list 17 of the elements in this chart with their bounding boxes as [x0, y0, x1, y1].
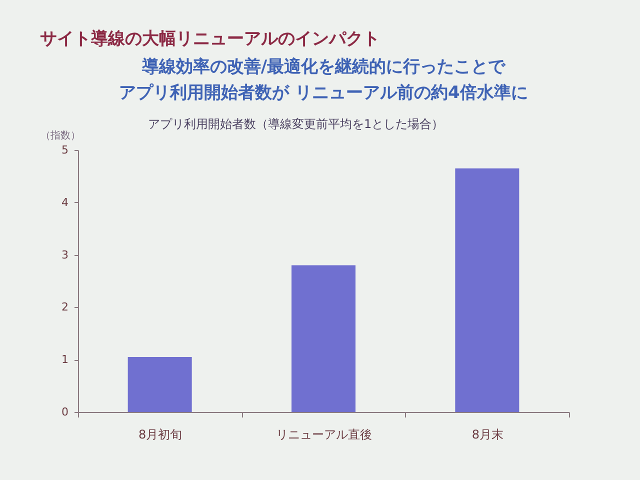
bar — [128, 356, 192, 412]
chart-title: サイト導線の大幅リニューアルのインパクト — [40, 29, 380, 49]
y-tick-label: 0 — [62, 406, 68, 418]
bar — [455, 168, 520, 412]
chart-subtitle: 導線効率の改善/最適化を継続的に行ったことで — [140, 56, 506, 77]
bar — [292, 265, 356, 412]
x-tick-label: 8月末 — [472, 428, 504, 442]
x-tick-label: 8月初旬 — [138, 428, 182, 442]
y-tick-label: 2 — [62, 300, 68, 314]
y-tick-label: 5 — [62, 144, 68, 156]
y-axis-title: （指数） — [40, 130, 80, 142]
text: アプリ利用開始者数が リニューアル前の約4倍水準に — [119, 83, 528, 103]
text: アプリ利用開始者数（導線変更前平均を1とした場合） — [148, 117, 444, 131]
x-tick-label: リニューアル直後 — [276, 428, 372, 442]
y-tick-label: 4 — [62, 196, 68, 209]
y-tick-label: 1 — [62, 353, 68, 366]
y-tick-label: 3 — [62, 248, 68, 262]
